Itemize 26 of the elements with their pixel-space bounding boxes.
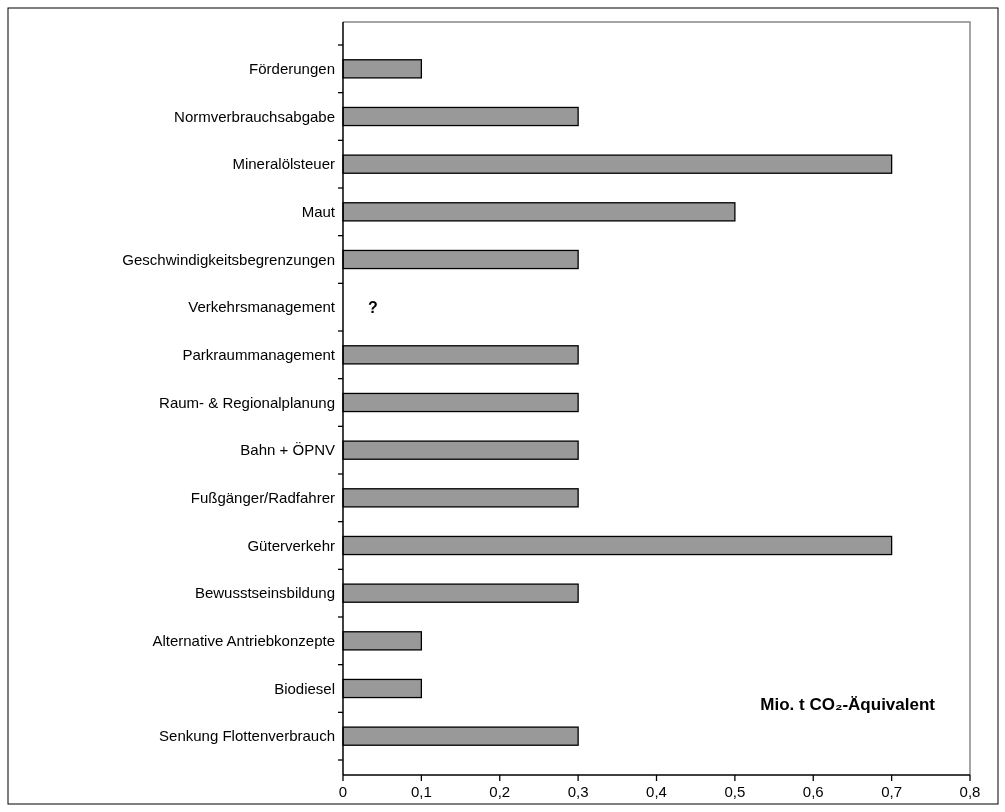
y-tick-label: Biodiesel: [274, 679, 335, 697]
x-tick-label: 0,7: [881, 783, 903, 800]
x-tick-label: 0,6: [802, 783, 824, 800]
y-tick-label: Mineralölsteuer: [232, 155, 335, 173]
y-tick-label: Alternative Antriebkonzepte: [152, 632, 335, 650]
x-tick-label: 0,1: [410, 783, 432, 800]
x-tick-label: 0,2: [489, 783, 511, 800]
y-tick-label: Bahn + ÖPNV: [240, 441, 335, 459]
y-tick-label: Normverbrauchsabgabe: [174, 107, 335, 125]
x-axis-title: Mio. t CO₂-Äquivalent: [760, 695, 936, 714]
y-tick-label: Raum- & Regionalplanung: [159, 393, 335, 411]
y-tick-label: Senkung Flottenverbrauch: [159, 727, 335, 745]
y-tick-label: Fußgänger/Radfahrer: [190, 489, 335, 507]
x-tick-label: 0,3: [567, 783, 589, 800]
x-tick-label: 0,4: [646, 783, 667, 800]
x-tick-label: 0,5: [724, 783, 746, 800]
y-tick-label: Maut: [301, 203, 336, 221]
y-tick-label: Geschwindigkeitsbegrenzungen: [122, 250, 335, 268]
y-tick-label: Verkehrsmanagement: [188, 298, 336, 316]
y-tick-label: Bewusstseinsbildung: [194, 584, 335, 602]
y-tick-label: Güterverkehr: [247, 536, 335, 554]
annotation: ?: [368, 298, 378, 316]
y-tick-label: Parkraummanagement: [182, 346, 336, 364]
y-tick-label: Förderungen: [249, 60, 335, 78]
x-tick-label: 0,8: [959, 783, 981, 800]
x-tick-label: 0: [338, 783, 348, 800]
